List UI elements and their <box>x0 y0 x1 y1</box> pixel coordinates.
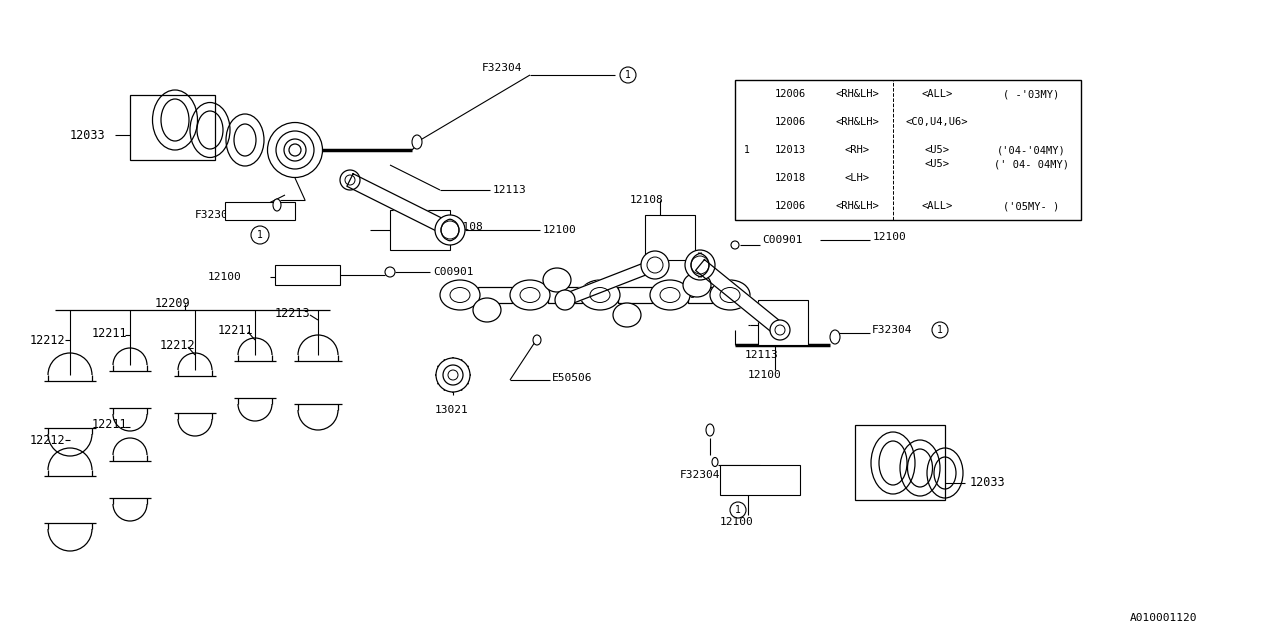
Text: F32304: F32304 <box>680 470 721 480</box>
Text: <C0,U4,U6>: <C0,U4,U6> <box>906 117 968 127</box>
Text: ('04-'04MY): ('04-'04MY) <box>997 145 1065 155</box>
Text: <U5>: <U5> <box>924 145 950 155</box>
Ellipse shape <box>707 424 714 436</box>
Text: 1: 1 <box>625 70 631 80</box>
Ellipse shape <box>435 215 465 245</box>
Ellipse shape <box>771 320 790 340</box>
Text: <LH>: <LH> <box>845 173 869 183</box>
Ellipse shape <box>412 135 422 149</box>
Ellipse shape <box>268 122 323 177</box>
Bar <box>645 215 695 260</box>
Polygon shape <box>347 173 453 236</box>
Text: 1: 1 <box>937 325 943 335</box>
Ellipse shape <box>543 268 571 292</box>
Text: C00901: C00901 <box>433 267 474 277</box>
Text: 12033: 12033 <box>70 129 106 141</box>
Bar <box>855 425 945 500</box>
Text: 12100: 12100 <box>543 225 577 235</box>
Text: 12113: 12113 <box>745 350 778 360</box>
Ellipse shape <box>712 458 718 467</box>
Text: 13021: 13021 <box>435 405 468 415</box>
Ellipse shape <box>443 365 463 385</box>
Text: A010001120: A010001120 <box>1130 613 1198 623</box>
Text: 12212: 12212 <box>29 333 65 346</box>
Text: 12211: 12211 <box>218 323 253 337</box>
Ellipse shape <box>685 250 716 280</box>
Polygon shape <box>563 259 657 305</box>
Text: 12211: 12211 <box>92 419 128 431</box>
Text: 12212: 12212 <box>160 339 196 351</box>
Ellipse shape <box>641 251 669 279</box>
Ellipse shape <box>276 131 314 169</box>
Ellipse shape <box>710 280 750 310</box>
Bar <box>275 265 340 285</box>
Ellipse shape <box>532 335 541 345</box>
Ellipse shape <box>436 358 470 392</box>
Text: 12200: 12200 <box>663 290 696 300</box>
Text: ('05MY- ): ('05MY- ) <box>1002 201 1059 211</box>
Bar <box>225 202 294 220</box>
Bar <box>390 210 451 250</box>
Text: C00901: C00901 <box>762 235 803 245</box>
Ellipse shape <box>385 267 396 277</box>
Text: 12211: 12211 <box>92 326 128 339</box>
Text: 12213: 12213 <box>275 307 311 319</box>
Text: 12100: 12100 <box>873 232 906 242</box>
Text: ( -'03MY): ( -'03MY) <box>1002 89 1059 99</box>
Ellipse shape <box>650 280 690 310</box>
Ellipse shape <box>731 241 739 249</box>
Text: <RH&LH>: <RH&LH> <box>835 117 879 127</box>
Text: 12033: 12033 <box>970 477 1006 490</box>
Ellipse shape <box>556 290 575 310</box>
Bar <box>548 287 582 303</box>
Text: F32304: F32304 <box>195 210 236 220</box>
Text: 12018: 12018 <box>774 173 805 183</box>
Text: <RH&LH>: <RH&LH> <box>835 89 879 99</box>
Text: <RH>: <RH> <box>845 145 869 155</box>
Ellipse shape <box>340 170 360 190</box>
Ellipse shape <box>509 280 550 310</box>
Text: 12006: 12006 <box>774 89 805 99</box>
Text: 12113: 12113 <box>493 185 527 195</box>
Ellipse shape <box>580 280 620 310</box>
Text: 12006: 12006 <box>774 201 805 211</box>
Text: E50506: E50506 <box>552 373 593 383</box>
Bar <box>758 300 808 345</box>
Ellipse shape <box>273 199 282 211</box>
Text: 12100: 12100 <box>209 272 242 282</box>
Text: <RH&LH>: <RH&LH> <box>835 201 879 211</box>
Text: 12013: 12013 <box>774 145 805 155</box>
Text: 12212: 12212 <box>29 433 65 447</box>
Text: F32304: F32304 <box>483 63 522 73</box>
Text: 12006: 12006 <box>774 117 805 127</box>
Text: 12209: 12209 <box>155 296 191 310</box>
Ellipse shape <box>613 303 641 327</box>
Text: 1: 1 <box>744 145 750 155</box>
Text: 12108: 12108 <box>630 195 664 205</box>
Text: 12100: 12100 <box>748 370 782 380</box>
Ellipse shape <box>829 330 840 344</box>
Text: <U5>: <U5> <box>924 159 950 169</box>
Bar <box>689 287 712 303</box>
Bar <box>618 287 652 303</box>
Ellipse shape <box>440 280 480 310</box>
Ellipse shape <box>474 298 500 322</box>
Text: 12100: 12100 <box>721 517 754 527</box>
Polygon shape <box>695 260 785 335</box>
Text: <ALL>: <ALL> <box>922 201 952 211</box>
Text: 1: 1 <box>257 230 262 240</box>
Text: <ALL>: <ALL> <box>922 89 952 99</box>
Bar <box>131 95 215 160</box>
Ellipse shape <box>684 273 710 297</box>
Text: 1: 1 <box>735 505 741 515</box>
Text: 12108: 12108 <box>451 222 484 232</box>
Text: F32304: F32304 <box>872 325 913 335</box>
Text: (' 04- 04MY): (' 04- 04MY) <box>993 159 1069 169</box>
Bar <box>477 287 512 303</box>
Bar <box>735 80 1082 220</box>
Bar <box>721 465 800 495</box>
